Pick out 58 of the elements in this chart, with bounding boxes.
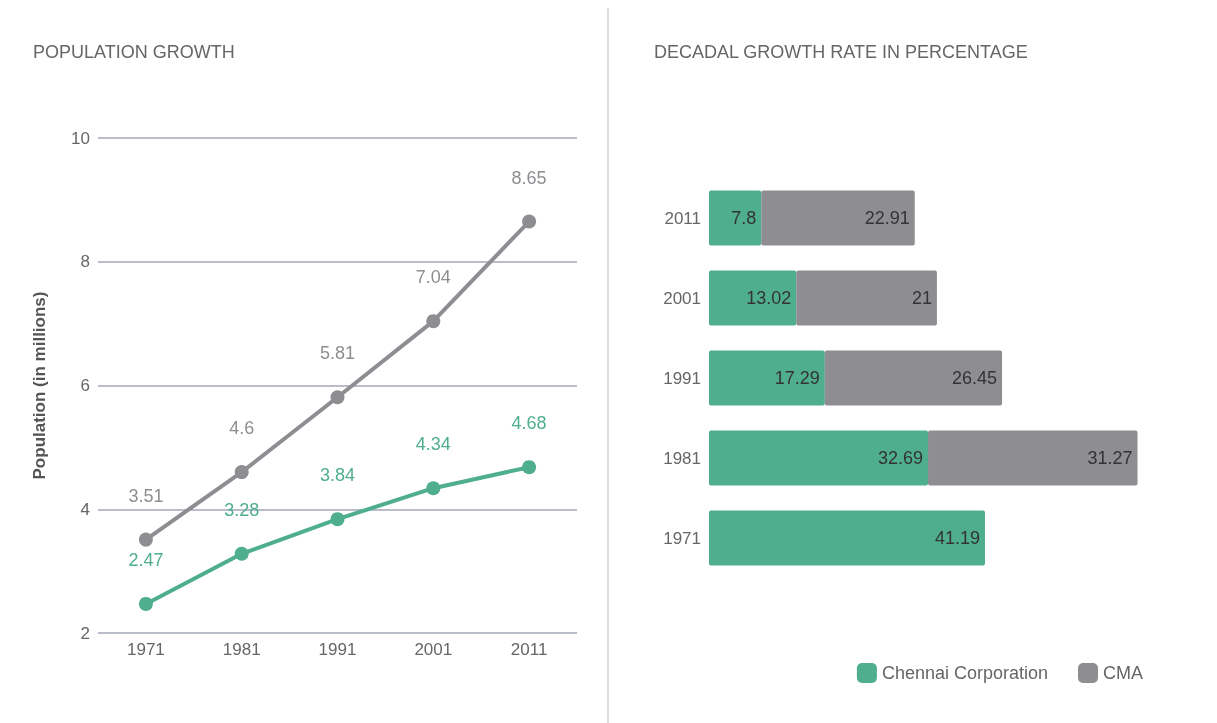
y-tick-label: 1991 [663,368,701,388]
y-tick-label: 1981 [663,448,701,468]
point [138,596,153,611]
data-label: 3.28 [224,499,260,520]
bar [796,270,937,326]
legend-label: CMA [1103,663,1143,683]
data-label: 3.84 [319,465,356,486]
y-tick-label: 6 [80,376,90,395]
bar [709,430,929,486]
data-label: 26.45 [952,368,998,388]
data-label: 31.27 [1087,448,1133,468]
bar [824,350,1003,406]
data-label: 7.04 [415,267,451,288]
y-tick-label: 1971 [663,528,701,548]
data-label: 41.19 [934,528,980,548]
point [330,512,345,527]
bar [709,190,762,246]
x-tick-label: 2001 [414,640,453,659]
data-label: 4.34 [415,434,451,455]
bar [709,270,797,326]
x-tick-label: 2011 [510,640,548,659]
data-label: 17.29 [774,368,820,388]
y-axis-title: Population (in millions) [30,291,49,480]
legend-label: Chennai Corporation [881,663,1049,683]
data-label: 21 [911,288,932,308]
y-tick-label: 2 [80,623,90,643]
point [522,214,537,229]
data-label: 3.51 [128,485,164,506]
data-label: 4.68 [511,413,547,434]
data-label: 8.65 [511,167,547,188]
y-tick-label: 2001 [663,288,701,308]
data-label: 13.02 [746,288,792,308]
bar [761,190,915,246]
point [234,465,249,480]
data-label: 5.81 [319,343,356,364]
bar [709,350,825,406]
y-tick-label: 10 [71,128,90,148]
point [426,481,441,496]
bar [709,510,985,566]
x-tick-label: 1981 [222,640,261,659]
chart-title: DECADAL GROWTH RATE IN PERCENTAGE [654,42,1028,62]
data-label: 7.8 [731,208,757,228]
y-tick-label: 2011 [664,208,701,228]
point [522,460,537,475]
point [234,546,249,561]
data-label: 4.6 [229,418,255,439]
data-label: 22.91 [864,208,910,228]
x-tick-label: 1991 [318,640,357,659]
data-label: 2.47 [128,549,164,570]
x-tick-label: 1971 [126,640,165,659]
point [426,314,441,329]
y-tick-label: 8 [80,252,90,272]
bar [928,430,1138,486]
chart-title: POPULATION GROWTH [33,42,235,62]
y-tick-label: 4 [80,499,90,519]
point [138,532,153,547]
point [330,390,345,405]
data-label: 32.69 [877,448,924,468]
